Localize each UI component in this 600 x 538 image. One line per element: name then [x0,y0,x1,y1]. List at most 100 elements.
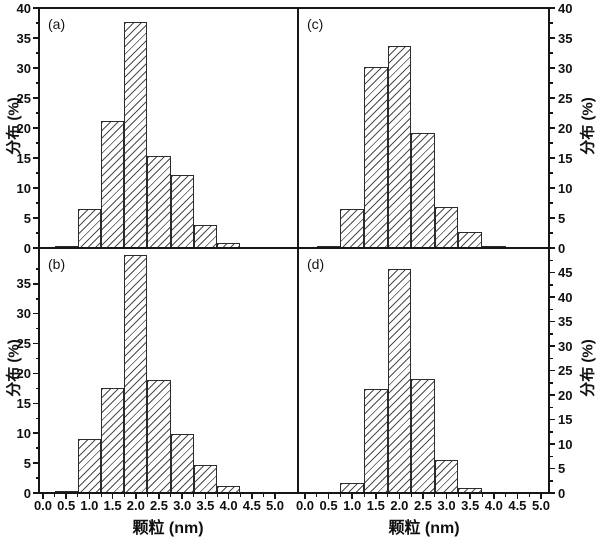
ytick-c-40 [549,7,555,9]
xtick-label-col0-0.0: 0.0 [33,498,53,513]
xtick-minor-col0-1.75 [123,493,125,497]
ytick-label-c-25: 25 [558,90,573,106]
ytick-label-c-0: 0 [558,240,566,256]
ytick-b-37.5 [35,268,39,270]
panel-b-label: (b) [48,256,66,272]
xtick-col0-2.0 [135,493,137,499]
xtick-label-col0-4.0: 4.0 [219,498,238,513]
ytick-label-c-20: 20 [558,120,573,136]
histogram-bar-c-2 [387,46,412,248]
ytick-d-5 [549,467,555,470]
ytick-d-7.5 [549,455,553,457]
xtick-label-col0-4.5: 4.5 [242,498,261,513]
ytick-d-12.5 [549,431,553,433]
histogram-bar-b-3 [170,434,194,493]
xtick-label-col1-2.0: 2.0 [390,498,409,513]
xtick-label-col1-5.0: 5.0 [531,498,551,513]
xtick-col1-3.5 [469,493,471,499]
ytick-label-a-25: 25 [16,90,31,106]
ytick-label-d-35: 35 [558,314,573,329]
xtick-label-col0-1.5: 1.5 [103,498,122,513]
xtick-minor-col1-4.75 [528,493,530,497]
ytick-label-b-10: 10 [16,425,31,441]
ytick-a-5 [33,217,39,219]
ytick-label-d-45: 45 [558,265,573,280]
ytick-d-45 [549,271,555,274]
frame-left-axis [38,7,40,494]
ytick-c-2.5 [549,232,553,234]
ytick-label-a-35: 35 [16,30,31,46]
ytick-c-0 [549,247,555,249]
ytick-d-17.5 [549,406,553,408]
ytick-d-20 [549,394,555,396]
histogram-bar-a-1.5 [101,120,125,248]
ytick-b-22.5 [35,357,39,360]
xtick-label-col0-5.0: 5.0 [265,498,285,513]
panel-a-label: (a) [48,16,66,32]
xtick-minor-col1-3.75 [481,493,483,497]
xtick-label-col1-3.5: 3.5 [461,498,480,513]
ytick-a-10 [33,187,39,189]
xtick-label-col1-0.5: 0.5 [319,498,338,513]
ytick-d-0 [549,492,555,494]
ytick-label-a-0: 0 [23,240,31,256]
ytick-c-22.5 [549,112,553,114]
ytick-a-0 [33,247,39,249]
histogram-bar-b-3.5 [193,464,217,493]
ytick-c-27.5 [549,82,553,84]
histogram-bar-c-2.5 [411,132,435,248]
xtick-label-col1-1.0: 1.0 [343,498,362,513]
ytick-label-b-25: 25 [16,336,31,352]
xtick-minor-col1-3.25 [457,493,459,497]
panel-c: (c) [298,8,549,248]
histogram-bar-a-3.5 [193,224,217,248]
histogram-bar-c-1.5 [364,67,388,248]
xtick-col1-1.0 [351,493,353,499]
ytick-label-b-20: 20 [16,365,31,381]
ytick-label-b-35: 35 [16,276,31,292]
xtick-col0-3.5 [204,493,207,499]
xtick-minor-col1-2.25 [410,493,412,497]
ytick-d-42.5 [549,284,553,286]
xtick-label-col1-0.0: 0.0 [295,498,315,513]
xtick-col1-2.5 [422,493,424,499]
ytick-label-b-5: 5 [23,455,31,471]
ytick-label-b-0: 0 [23,485,31,501]
xtick-label-col1-4.0: 4.0 [484,498,503,513]
panel-d-label: (d) [307,256,325,272]
histogram-bar-b-1.5 [101,387,125,493]
xtick-col1-0.5 [327,493,330,499]
panel-a: (a) [39,8,298,248]
xtick-minor-col0-3.25 [193,493,195,497]
histogram-bar-d-3 [434,459,459,493]
ytick-c-37.5 [549,22,553,24]
ytick-label-d-30: 30 [558,338,573,354]
ytick-a-12.5 [35,172,39,174]
xtick-label-col0-2.0: 2.0 [126,498,145,513]
ytick-b-25 [33,342,39,345]
ytick-c-35 [549,37,555,39]
xtick-col0-4.5 [251,493,253,499]
xtick-minor-col0-4.25 [239,493,241,497]
ytick-b-5 [33,462,39,464]
histogram-bar-a-1 [77,209,101,248]
ytick-d-35 [549,320,555,323]
ytick-c-20 [549,127,555,129]
ytick-b-0 [33,492,39,494]
xtick-minor-col0-0.25 [54,493,56,497]
ytick-label-d-15: 15 [558,412,573,427]
ytick-d-40 [549,296,555,298]
xtick-col0-0.5 [65,493,67,499]
xtick-col1-5.0 [540,493,542,499]
ytick-b-30 [33,312,39,315]
ytick-label-c-15: 15 [558,150,573,166]
xtick-minor-col1-0.25 [316,493,318,497]
frame-bottom-axis [38,492,550,494]
ytick-a-27.5 [35,82,39,84]
ytick-label-a-10: 10 [16,180,31,196]
ytick-d-37.5 [549,308,553,310]
xtick-minor-col0-2.25 [146,493,148,497]
xtick-col0-0.0 [42,493,44,499]
ytick-c-32.5 [549,52,553,54]
ytick-a-2.5 [35,232,39,234]
